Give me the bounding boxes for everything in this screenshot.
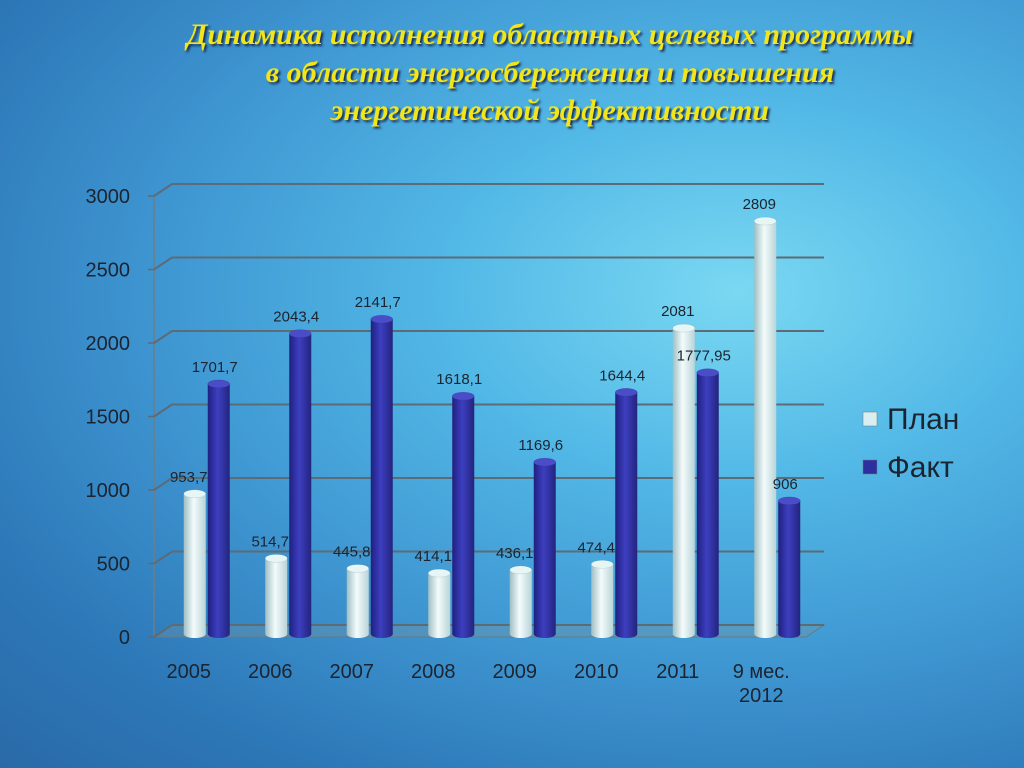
- labels-layer: 0 500 1000 1500 2000 2500 3000 953,7 1701,7 2005 5…: [86, 186, 798, 707]
- legend-swatch-fact: [862, 459, 878, 475]
- gridline: [153, 403, 824, 418]
- chart-title-line-1: Динамика исполнения областных целевых пр…: [186, 18, 914, 51]
- gridline: [153, 550, 824, 565]
- data-label-fact: 906: [773, 476, 798, 493]
- x-tick-label: 2005: [167, 661, 212, 683]
- gridline: [153, 330, 824, 344]
- bar-fact: [207, 379, 230, 638]
- y-tick-label: 500: [97, 554, 130, 576]
- bar-plan: [183, 489, 206, 638]
- y-tick-label: 2000: [86, 333, 131, 355]
- x-tick-label: 2009: [493, 661, 538, 683]
- chart-title-line-3: энергетической эффективности: [330, 94, 770, 127]
- chart-floor: [152, 624, 826, 638]
- chart-title-line-2: в области энергосбережения и повышения: [265, 56, 835, 89]
- bar-plan: [428, 568, 451, 638]
- x-tick-label: 9 мес. 2012: [733, 661, 790, 707]
- data-label-fact: 1777,95: [677, 348, 731, 365]
- data-label-plan: 414,1: [414, 548, 452, 565]
- bar-plan: [265, 554, 288, 638]
- x-tick-label: 2007: [330, 661, 375, 683]
- gridline: [153, 477, 824, 491]
- data-label-plan: 2081: [661, 303, 694, 320]
- legend-swatch-plan: [862, 411, 878, 427]
- data-label-plan: 953,7: [170, 469, 208, 486]
- x-tick-label: 2008: [411, 661, 456, 683]
- legend-label-fact: Факт: [887, 451, 954, 484]
- data-label-plan: 2809: [743, 196, 776, 213]
- data-label-plan: 474,4: [577, 539, 615, 556]
- bar-plan: [672, 323, 695, 638]
- x-tick-label: 2006: [248, 661, 293, 683]
- bar-fact: [615, 388, 638, 638]
- data-label-fact: 2141,7: [355, 294, 401, 311]
- bar-fact: [289, 329, 312, 638]
- y-tick-label: 3000: [86, 186, 131, 208]
- data-label-plan: 436,1: [496, 545, 534, 562]
- bar-plan: [509, 565, 532, 638]
- y-tick-label: 1000: [86, 480, 131, 502]
- y-tick-label: 2500: [86, 260, 131, 282]
- data-label-fact: 1169,6: [518, 437, 563, 454]
- data-label-plan: 514,7: [251, 533, 289, 550]
- grid-layer: [148, 183, 826, 638]
- data-label-fact: 1618,1: [436, 371, 482, 388]
- bar-fact: [696, 368, 719, 638]
- x-tick-label: 2011: [656, 661, 699, 683]
- data-label-fact: 1644,4: [599, 367, 645, 384]
- data-label-fact: 2043,4: [273, 309, 319, 326]
- bar-fact: [452, 391, 475, 638]
- x-tick-label: 2010: [574, 661, 619, 683]
- bar-fact: [778, 496, 801, 638]
- bar-plan: [346, 564, 369, 638]
- data-label-fact: 1701,7: [192, 359, 238, 376]
- legend-label-plan: План: [887, 403, 959, 436]
- gridline: [153, 183, 824, 197]
- bar-fact: [370, 314, 393, 638]
- legend: План Факт: [862, 403, 959, 484]
- bar-plan: [754, 216, 777, 638]
- bar-plan: [591, 560, 614, 638]
- chart-title: Динамика исполнения областных целевых пр…: [100, 16, 1000, 130]
- data-label-plan: 445,8: [333, 543, 371, 560]
- y-tick-label: 1500: [86, 407, 131, 429]
- y-tick-label: 0: [119, 627, 130, 649]
- bar-fact: [533, 457, 556, 638]
- bars-layer: [183, 216, 801, 638]
- gridline: [153, 256, 824, 271]
